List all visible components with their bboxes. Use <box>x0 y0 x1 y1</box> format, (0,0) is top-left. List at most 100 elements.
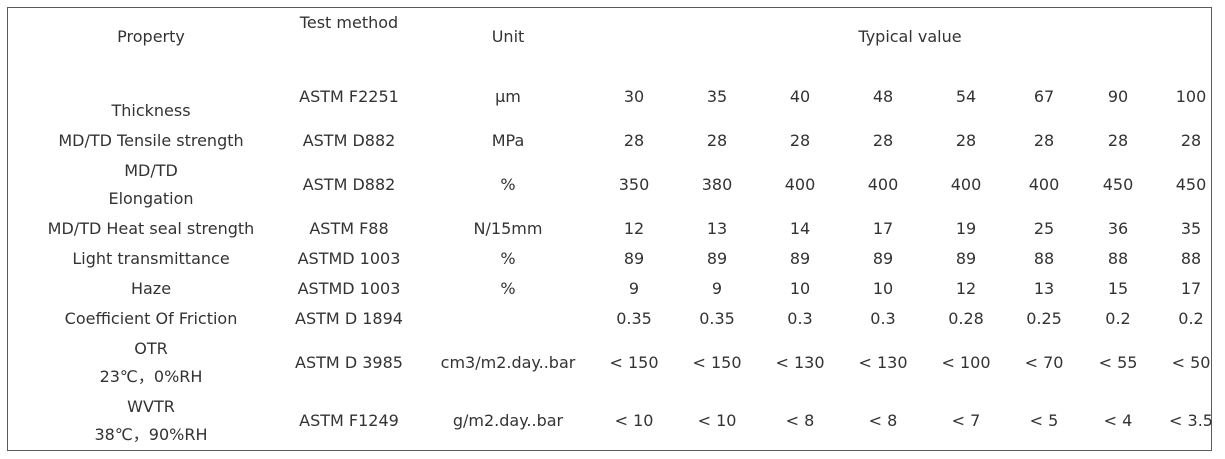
row-test-method: ASTM F88 <box>309 219 389 238</box>
row-value-cell: 10 <box>789 279 811 298</box>
row-value-cell: < 150 <box>609 353 659 372</box>
row-test-method: ASTM D882 <box>302 131 396 150</box>
row-test-method: ASTM D 1894 <box>295 309 403 328</box>
row-property-label: 38℃，90%RH <box>94 425 208 444</box>
row-value-cell: 19 <box>955 219 977 238</box>
row-unit: MPa <box>491 131 525 150</box>
row-value-cell: 0.35 <box>699 309 735 328</box>
row-unit: cm3/m2.day..bar <box>440 353 576 372</box>
row-value-cell: < 55 <box>1098 353 1138 372</box>
row-value-cell: < 70 <box>1024 353 1064 372</box>
row-unit: g/m2.day..bar <box>452 411 564 430</box>
row-value-cell: < 100 <box>941 353 991 372</box>
row-value-cell: 35 <box>706 87 728 106</box>
row-value-cell: 450 <box>1102 175 1134 194</box>
row-property-label: WVTR <box>127 397 175 416</box>
row-value-cell: 36 <box>1107 219 1129 238</box>
row-value-cell: < 8 <box>868 411 898 430</box>
header-property: Property <box>117 27 185 46</box>
row-value-cell: 89 <box>872 249 894 268</box>
row-test-method: ASTM F2251 <box>299 87 399 106</box>
row-value-cell: 40 <box>789 87 811 106</box>
spec-table <box>7 7 1212 451</box>
header-unit: Unit <box>491 27 525 46</box>
row-value-cell: 450 <box>1175 175 1207 194</box>
row-value-cell: 28 <box>1180 131 1202 150</box>
row-value-cell: 0.35 <box>616 309 652 328</box>
row-property-label: MD/TD Tensile strength <box>58 131 244 150</box>
row-value-cell: 30 <box>623 87 645 106</box>
row-value-cell: 35 <box>1180 219 1202 238</box>
row-value-cell: 28 <box>789 131 811 150</box>
row-value-cell: 25 <box>1033 219 1055 238</box>
row-value-cell: < 4 <box>1103 411 1133 430</box>
row-value-cell: 9 <box>711 279 723 298</box>
row-value-cell: < 130 <box>858 353 908 372</box>
row-value-cell: 0.25 <box>1026 309 1062 328</box>
row-value-cell: 9 <box>628 279 640 298</box>
row-test-method: ASTMD 1003 <box>297 249 401 268</box>
row-value-cell: < 3.5 <box>1169 411 1213 430</box>
row-value-cell: 380 <box>701 175 733 194</box>
row-value-cell: 89 <box>706 249 728 268</box>
row-value-cell: 89 <box>955 249 977 268</box>
row-value-cell: 400 <box>950 175 982 194</box>
row-value-cell: 400 <box>784 175 816 194</box>
row-unit: % <box>500 279 516 298</box>
row-value-cell: 0.2 <box>1105 309 1131 328</box>
row-value-cell: 17 <box>1180 279 1202 298</box>
header-test-method: Test method <box>299 13 399 32</box>
row-test-method: ASTMD 1003 <box>297 279 401 298</box>
row-value-cell: 350 <box>618 175 650 194</box>
row-property-label: Haze <box>130 279 172 298</box>
row-unit: % <box>500 175 516 194</box>
row-value-cell: < 8 <box>785 411 815 430</box>
row-value-cell: 0.3 <box>870 309 896 328</box>
row-test-method: ASTM F1249 <box>299 411 399 430</box>
row-value-cell: < 7 <box>951 411 981 430</box>
row-value-cell: 28 <box>872 131 894 150</box>
row-value-cell: 0.2 <box>1178 309 1204 328</box>
row-value-cell: 88 <box>1180 249 1202 268</box>
row-value-cell: 100 <box>1175 87 1207 106</box>
row-property-label: Coefficient Of Friction <box>64 309 238 328</box>
row-unit: N/15mm <box>473 219 543 238</box>
row-value-cell: 28 <box>955 131 977 150</box>
row-value-cell: 400 <box>867 175 899 194</box>
row-property-label: Elongation <box>108 189 194 208</box>
row-property-label: 23℃，0%RH <box>99 367 203 386</box>
row-value-cell: 88 <box>1107 249 1129 268</box>
row-value-cell: 10 <box>872 279 894 298</box>
row-unit: μm <box>495 87 521 106</box>
row-property-label: Light transmittance <box>72 249 230 268</box>
header-typical-value: Typical value <box>858 27 962 46</box>
row-value-cell: 12 <box>955 279 977 298</box>
row-value-cell: 28 <box>1107 131 1129 150</box>
row-unit: % <box>500 249 516 268</box>
row-property-label: MD/TD Heat seal strength <box>47 219 255 238</box>
row-value-cell: < 10 <box>697 411 737 430</box>
row-test-method: ASTM D 3985 <box>295 353 403 372</box>
row-value-cell: < 150 <box>692 353 742 372</box>
row-value-cell: 67 <box>1033 87 1055 106</box>
row-test-method: ASTM D882 <box>302 175 396 194</box>
row-value-cell: < 130 <box>775 353 825 372</box>
row-value-cell: 90 <box>1107 87 1129 106</box>
row-value-cell: < 50 <box>1171 353 1211 372</box>
row-value-cell: 0.3 <box>787 309 813 328</box>
row-value-cell: 17 <box>872 219 894 238</box>
row-property-label: OTR <box>134 339 168 358</box>
row-value-cell: 28 <box>1033 131 1055 150</box>
row-value-cell: 89 <box>623 249 645 268</box>
row-value-cell: 0.28 <box>948 309 984 328</box>
row-value-cell: < 10 <box>614 411 654 430</box>
row-value-cell: 13 <box>1033 279 1055 298</box>
row-property-label: MD/TD <box>124 161 178 180</box>
row-value-cell: 14 <box>789 219 811 238</box>
row-value-cell: 89 <box>789 249 811 268</box>
row-value-cell: 13 <box>706 219 728 238</box>
row-property-label: Thickness <box>111 101 191 120</box>
row-value-cell: 28 <box>706 131 728 150</box>
row-value-cell: 400 <box>1028 175 1060 194</box>
row-value-cell: 28 <box>623 131 645 150</box>
